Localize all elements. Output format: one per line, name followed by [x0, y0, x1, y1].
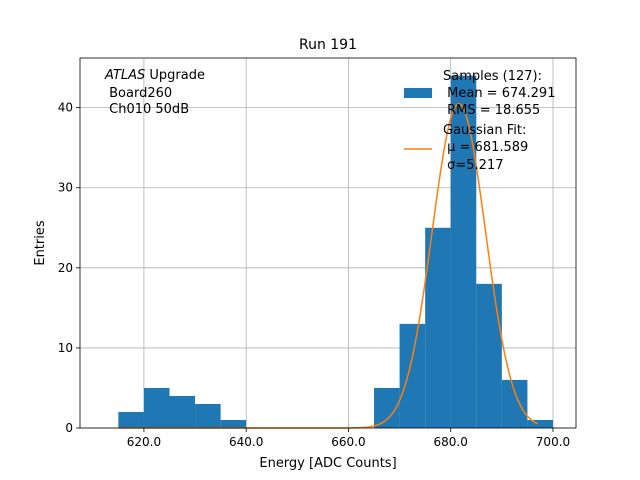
histogram-bar — [399, 323, 426, 428]
histogram-bar — [220, 419, 247, 428]
legend-samples-line2: Mean = 674.291 — [443, 86, 555, 101]
upgrade-label: Upgrade — [145, 68, 205, 83]
legend-fit-line2: μ = 681.589 — [443, 140, 528, 155]
histogram-bar — [450, 75, 477, 428]
svg-text:ATLAS Upgrade: ATLAS Upgrade — [104, 68, 205, 83]
y-tick-label: 40 — [58, 101, 73, 115]
y-tick-label: 0 — [65, 421, 73, 435]
histogram-bar — [118, 411, 144, 428]
legend: Samples (127): Mean = 674.291 RMS = 18.6… — [404, 69, 555, 173]
y-tick-label: 30 — [58, 181, 73, 195]
histogram-bars — [118, 75, 553, 428]
histogram-bar — [143, 387, 170, 428]
channel-label: Ch010 50dB — [105, 102, 189, 117]
y-tick-label: 10 — [58, 341, 73, 355]
y-tick-label: 20 — [58, 261, 73, 275]
x-axis-label: Energy [ADC Counts] — [259, 456, 396, 471]
x-tick-label: 640.0 — [229, 435, 263, 449]
x-tick-label: 620.0 — [127, 435, 161, 449]
x-tick-label: 660.0 — [331, 435, 365, 449]
plot-frame — [79, 57, 577, 429]
legend-fit-line1: Gaussian Fit: — [443, 123, 526, 138]
histogram-bar — [169, 395, 196, 428]
legend-samples-line1: Samples (127): — [443, 69, 542, 84]
histogram-bar — [501, 379, 528, 428]
board-label: Board260 — [105, 86, 172, 101]
x-tick-label: 680.0 — [434, 435, 468, 449]
chart-title: Run 191 — [299, 37, 357, 53]
legend-fit-line3: σ=5.217 — [443, 158, 503, 173]
histogram-bar — [527, 419, 553, 428]
atlas-label: ATLAS — [104, 68, 145, 83]
x-tick-label: 700.0 — [536, 435, 570, 449]
histogram-bar — [425, 227, 451, 428]
axis-ticks: 620.0 640.0 660.0 680.0 700.0 0 10 20 30 40 — [58, 101, 570, 449]
legend-samples-patch — [404, 88, 432, 98]
atlas-annotation: ATLAS Upgrade Board260 Ch010 50dB — [104, 68, 205, 117]
legend-samples-line3: RMS = 18.655 — [443, 103, 540, 118]
histogram-bar — [195, 403, 221, 428]
y-axis-label: Entries — [33, 220, 48, 266]
histogram-bar — [476, 283, 502, 428]
